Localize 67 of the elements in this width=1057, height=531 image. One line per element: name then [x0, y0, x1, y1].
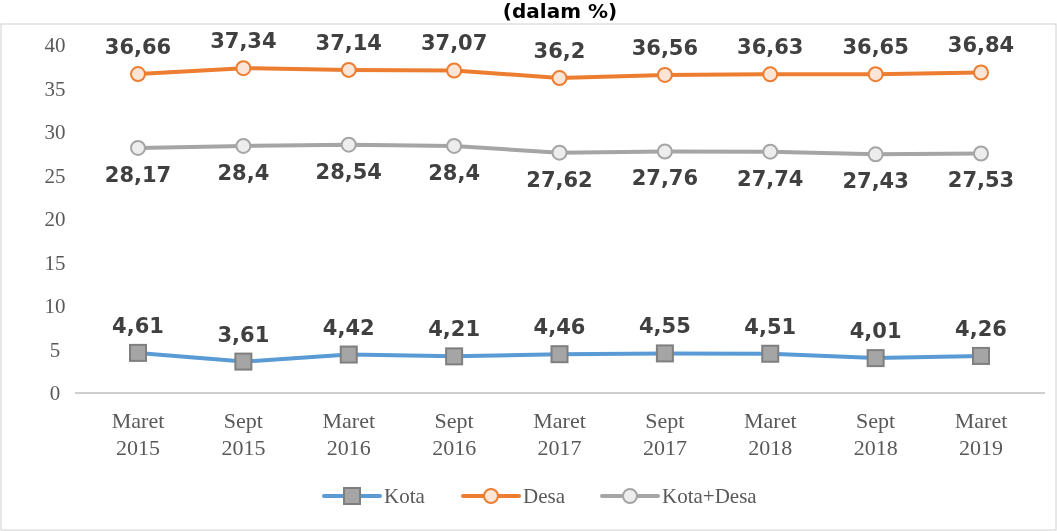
point [340, 61, 357, 78]
data-label: 27,74 [737, 166, 804, 191]
point [446, 137, 463, 154]
data-label: 36,2 [533, 39, 586, 64]
point [867, 146, 884, 163]
point [656, 143, 673, 160]
legend-label: Kota [384, 484, 426, 508]
data-label: 37,34 [210, 29, 277, 54]
data-label: 4,46 [533, 315, 586, 340]
data-label: 4,01 [849, 319, 902, 344]
x-tick-label: Maret 2016 [322, 408, 376, 460]
x-tick-label: Sept 2015 [221, 408, 266, 460]
data-label: 28,54 [315, 159, 382, 184]
point [973, 145, 989, 162]
data-label: 36,56 [631, 35, 699, 60]
data-label: 4,51 [744, 314, 797, 339]
y-tick-label: 15 [44, 250, 66, 275]
x-tick-label: Maret 2019 [954, 408, 1008, 460]
data-label: 4,42 [322, 315, 375, 340]
point [973, 64, 989, 81]
point [551, 144, 568, 161]
data-label: 37,07 [420, 31, 488, 56]
point [235, 60, 252, 77]
data-label: 27,76 [631, 166, 699, 191]
point [340, 136, 357, 153]
data-label: 37,14 [315, 30, 382, 55]
chart-title: (dalam %) [502, 0, 618, 23]
point [446, 62, 463, 79]
x-tick-label: Maret 2018 [743, 408, 797, 460]
point [656, 66, 673, 83]
data-label: 28,17 [104, 162, 172, 187]
data-label: 36,84 [947, 33, 1015, 58]
x-tick-label: Sept 2017 [642, 408, 687, 460]
point [235, 137, 252, 154]
data-label: 28,4 [217, 160, 270, 185]
y-tick-label: 30 [44, 120, 66, 144]
x-tick-label: Sept 2018 [853, 408, 898, 460]
data-label: 27,53 [947, 168, 1015, 193]
y-tick-label: 0 [49, 381, 61, 405]
x-tick-label: Maret 2015 [111, 408, 165, 460]
y-tick-label: 25 [44, 163, 66, 188]
x-tick-label: Maret 2017 [533, 408, 586, 460]
point [762, 143, 779, 160]
legend-label: Desa [523, 484, 566, 508]
data-label: 27,43 [842, 169, 909, 194]
y-tick-label: 40 [44, 33, 66, 57]
y-tick-label: 35 [44, 76, 66, 101]
data-label: 27,62 [526, 167, 593, 192]
data-label: 4,21 [428, 317, 481, 342]
data-label: 36,63 [737, 35, 804, 60]
point [867, 66, 884, 83]
data-label: 3,61 [217, 322, 270, 347]
point [130, 66, 146, 83]
y-tick-label: 20 [44, 207, 66, 231]
data-label: 28,4 [428, 160, 481, 185]
legend-label: Kota+Desa [662, 484, 758, 508]
point [762, 66, 779, 83]
x-tick-label: Sept 2016 [432, 408, 477, 460]
data-label: 4,55 [638, 314, 691, 339]
point [551, 70, 568, 87]
data-label: 4,26 [955, 316, 1007, 341]
data-label: 36,65 [842, 35, 909, 60]
y-tick-label: 5 [49, 337, 61, 362]
point [130, 139, 146, 156]
data-label: 36,66 [104, 35, 172, 60]
y-tick-label: 10 [44, 294, 66, 318]
data-label: 4,61 [112, 313, 164, 338]
